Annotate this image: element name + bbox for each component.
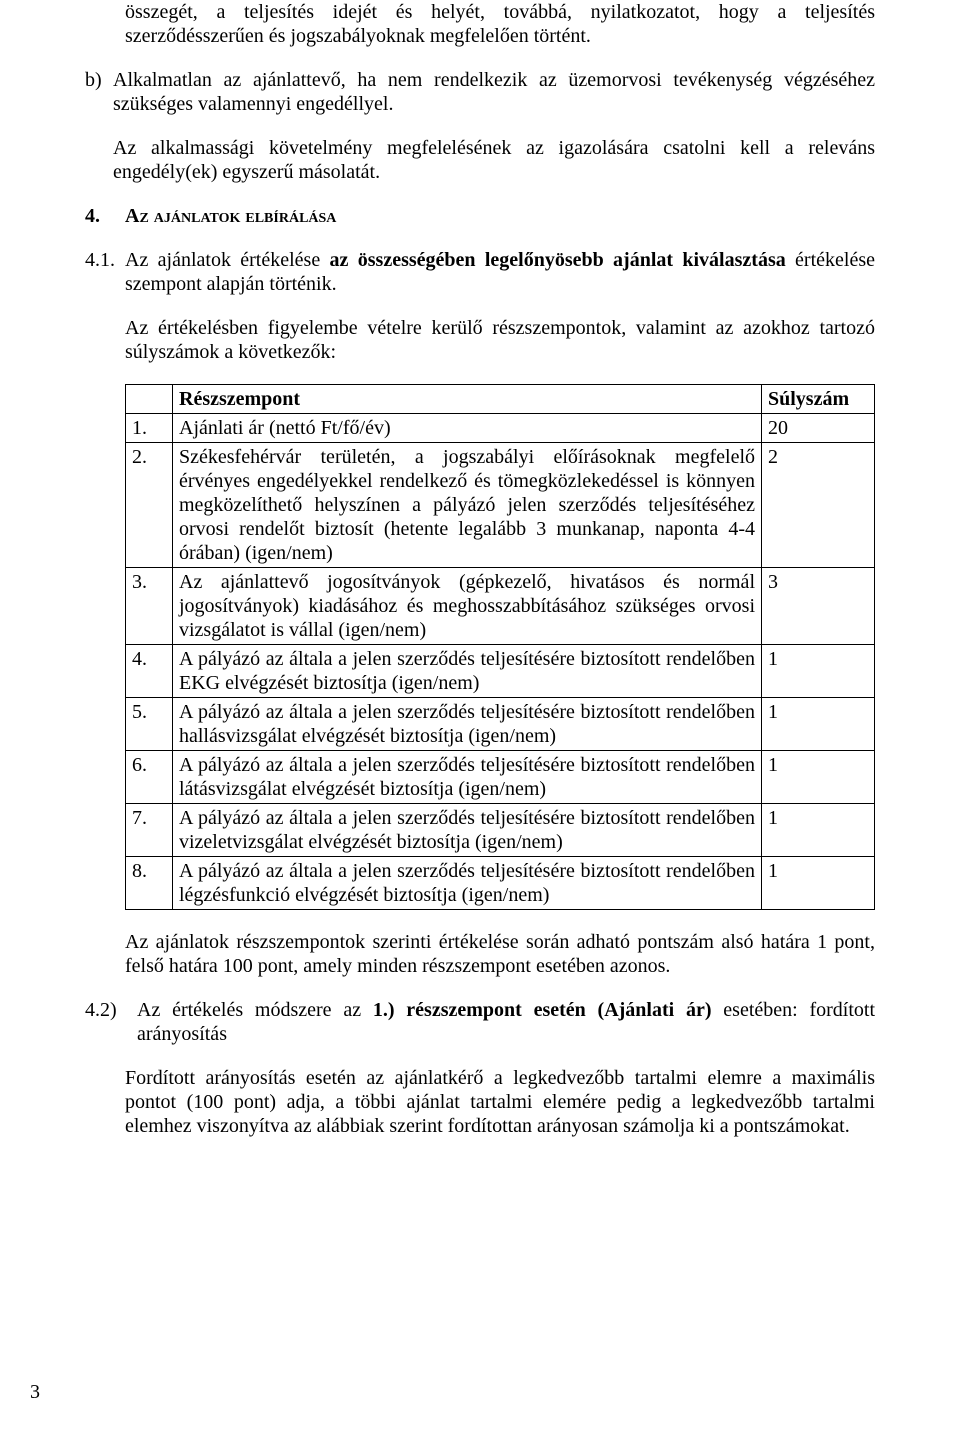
- row-weight: 20: [762, 414, 875, 443]
- row-weight: 3: [762, 568, 875, 645]
- row-number: 2.: [126, 443, 173, 568]
- sec42-bold: 1.) részszempont esetén (Ajánlati ár): [373, 999, 712, 1021]
- sec41-pre: Az ajánlatok értékelése: [125, 249, 330, 271]
- section-4-heading: 4. Az ajánlatok elbírálása: [85, 204, 875, 228]
- row-description: A pályázó az általa a jelen szerződés te…: [173, 645, 762, 698]
- table-row: 3.Az ajánlattevő jogosítványok (gépkezel…: [126, 568, 875, 645]
- row-number: 8.: [126, 857, 173, 910]
- header-blank: [126, 385, 173, 414]
- row-number: 4.: [126, 645, 173, 698]
- section-4-2: 4.2) Az értékelés módszere az 1.) részsz…: [85, 998, 875, 1046]
- section-4-2-content: Az értékelés módszere az 1.) részszempon…: [137, 998, 875, 1046]
- row-weight: 1: [762, 698, 875, 751]
- section-4-1-number: 4.1.: [85, 248, 125, 296]
- criteria-tbody: 1.Ajánlati ár (nettó Ft/fő/év)202.Székes…: [126, 414, 875, 910]
- page: összegét, a teljesítés idejét és helyét,…: [0, 0, 960, 1440]
- table-header-row: Részszempont Súlyszám: [126, 385, 875, 414]
- row-description: A pályázó az általa a jelen szerződés te…: [173, 698, 762, 751]
- criteria-table-wrapper: Részszempont Súlyszám 1.Ajánlati ár (net…: [125, 384, 875, 910]
- item-b-text2: Az alkalmassági követelmény megfelelésén…: [113, 136, 875, 184]
- after-table-paragraph: Az ajánlatok részszempontok szerinti ért…: [125, 930, 875, 978]
- row-number: 1.: [126, 414, 173, 443]
- row-weight: 1: [762, 645, 875, 698]
- row-description: A pályázó az általa a jelen szerződés te…: [173, 751, 762, 804]
- table-row: 7.A pályázó az általa a jelen szerződés …: [126, 804, 875, 857]
- row-weight: 1: [762, 751, 875, 804]
- sec42-pre: Az értékelés módszere az: [137, 999, 373, 1021]
- list-item-b: b) Alkalmatlan az ajánlattevő, ha nem re…: [85, 68, 875, 184]
- row-weight: 1: [762, 804, 875, 857]
- table-row: 4.A pályázó az általa a jelen szerződés …: [126, 645, 875, 698]
- section-4-2-number: 4.2): [85, 998, 137, 1046]
- table-row: 1.Ajánlati ár (nettó Ft/fő/év)20: [126, 414, 875, 443]
- row-weight: 1: [762, 857, 875, 910]
- table-row: 6.A pályázó az általa a jelen szerződés …: [126, 751, 875, 804]
- row-description: Az ajánlattevő jogosítványok (gépkezelő,…: [173, 568, 762, 645]
- table-row: 2.Székesfehérvár területén, a jogszabály…: [126, 443, 875, 568]
- section-4-2-para2: Fordított arányosítás esetén az ajánlatk…: [125, 1066, 875, 1138]
- paragraph-top: összegét, a teljesítés idejét és helyét,…: [125, 0, 875, 48]
- item-b-text1: Alkalmatlan az ajánlattevő, ha nem rende…: [113, 68, 875, 116]
- table-row: 8.A pályázó az általa a jelen szerződés …: [126, 857, 875, 910]
- list-content-b: Alkalmatlan az ajánlattevő, ha nem rende…: [113, 68, 875, 184]
- row-number: 5.: [126, 698, 173, 751]
- page-number: 3: [30, 1380, 40, 1404]
- row-number: 3.: [126, 568, 173, 645]
- section-4-title: Az ajánlatok elbírálása: [125, 204, 336, 228]
- row-description: Ajánlati ár (nettó Ft/fő/év): [173, 414, 762, 443]
- section-4-number: 4.: [85, 204, 125, 228]
- header-weight: Súlyszám: [762, 385, 875, 414]
- section-4-1-content: Az ajánlatok értékelése az összességében…: [125, 248, 875, 296]
- sec41-bold: az összességében legelőnyösebb ajánlat k…: [330, 249, 786, 271]
- list-marker-b: b): [85, 68, 113, 184]
- section-4-1-para2: Az értékelésben figyelembe vételre kerül…: [125, 316, 875, 364]
- row-weight: 2: [762, 443, 875, 568]
- row-description: A pályázó az általa a jelen szerződés te…: [173, 804, 762, 857]
- row-number: 6.: [126, 751, 173, 804]
- section-4-1: 4.1. Az ajánlatok értékelése az összessé…: [85, 248, 875, 296]
- row-description: Székesfehérvár területén, a jogszabályi …: [173, 443, 762, 568]
- criteria-table: Részszempont Súlyszám 1.Ajánlati ár (net…: [125, 384, 875, 910]
- row-number: 7.: [126, 804, 173, 857]
- header-criterion: Részszempont: [173, 385, 762, 414]
- table-row: 5.A pályázó az általa a jelen szerződés …: [126, 698, 875, 751]
- row-description: A pályázó az általa a jelen szerződés te…: [173, 857, 762, 910]
